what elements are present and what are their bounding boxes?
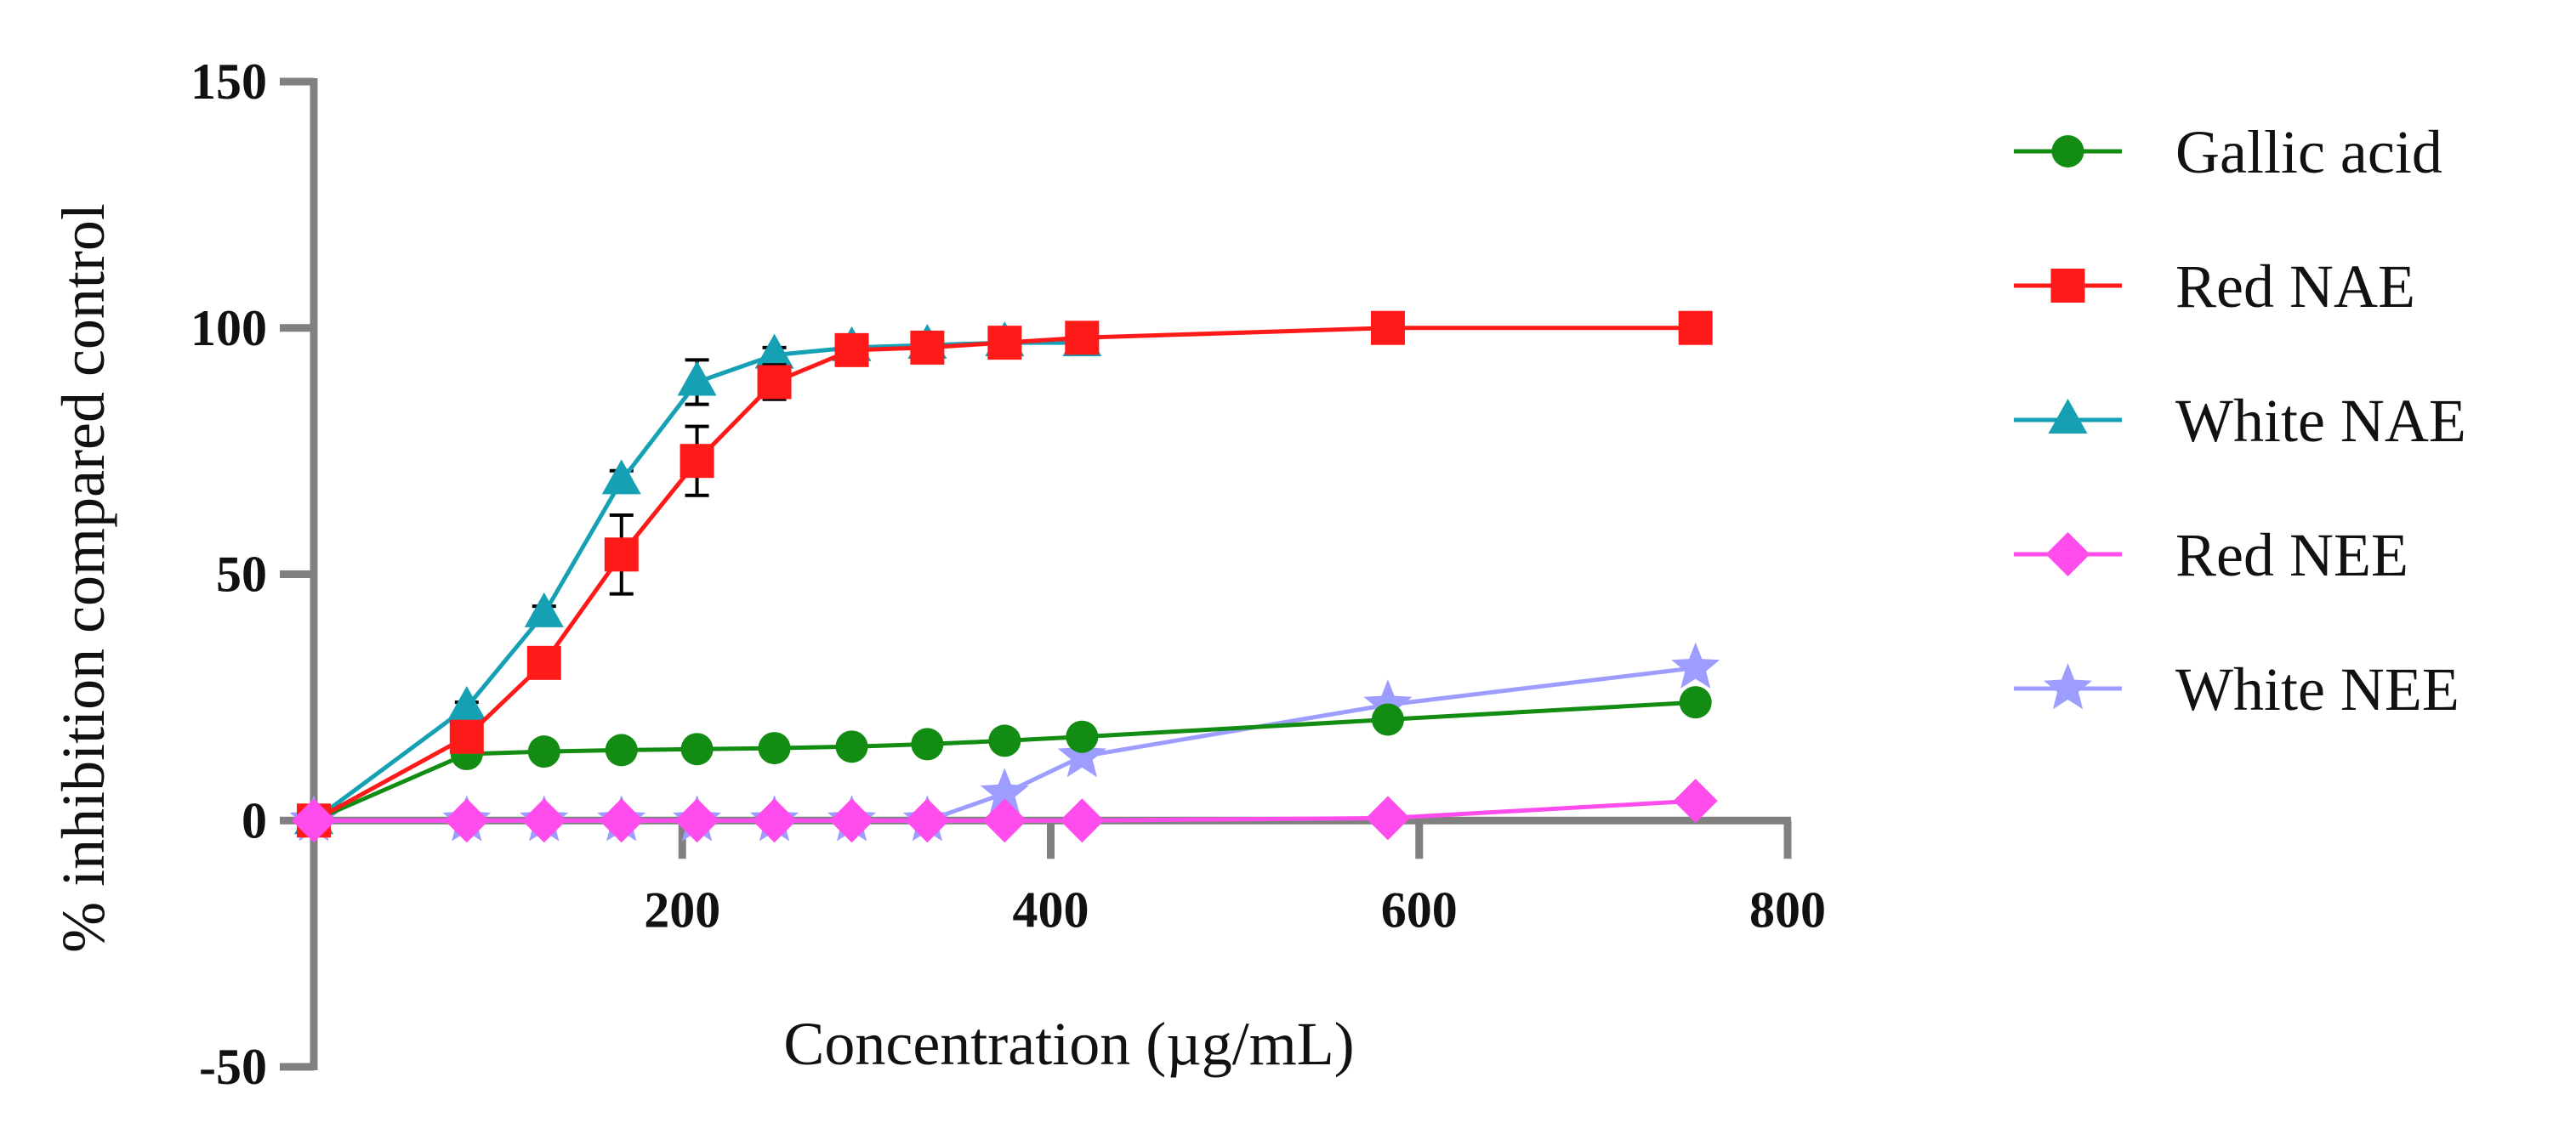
data-point — [680, 444, 714, 479]
data-point — [604, 537, 639, 572]
legend-label: White NEE — [2175, 655, 2459, 723]
data-point — [835, 730, 868, 763]
y-tick-label: -50 — [199, 1039, 267, 1095]
data-point — [1065, 320, 1100, 355]
data-point — [980, 768, 1029, 814]
y-axis-title: % inhibition compared control — [49, 203, 117, 953]
data-point — [752, 798, 797, 843]
x-tick-label: 600 — [1381, 882, 1458, 938]
legend-item-red-nae: Red NAE — [2014, 252, 2415, 320]
data-point — [1679, 686, 1712, 719]
data-point — [449, 719, 484, 754]
data-point — [674, 798, 719, 843]
legend-label: Red NAE — [2175, 252, 2415, 320]
data-point — [1673, 779, 1718, 824]
x-tick-label: 800 — [1749, 882, 1826, 938]
x-axis-title: Concentration (µg/mL) — [783, 1010, 1354, 1078]
y-tick-label: 0 — [242, 792, 267, 848]
data-point — [987, 326, 1022, 360]
data-point — [757, 365, 792, 400]
data-point — [911, 728, 944, 761]
legend-marker — [2051, 135, 2084, 167]
legend-label: Gallic acid — [2175, 118, 2442, 186]
data-point — [446, 685, 486, 721]
legend-item-red-nee: Red NEE — [2014, 521, 2408, 589]
data-point — [754, 333, 794, 369]
legend-label: White NAE — [2175, 387, 2466, 455]
x-tick-label: 400 — [1013, 882, 1089, 938]
data-point — [1678, 310, 1713, 345]
x-tick-label: 200 — [644, 882, 720, 938]
legend-marker — [2050, 269, 2085, 303]
data-point — [1066, 720, 1099, 753]
data-point — [1363, 679, 1413, 726]
data-point — [526, 645, 561, 680]
data-point — [1060, 798, 1105, 843]
data-point — [444, 798, 489, 843]
data-point — [1671, 642, 1720, 689]
data-point — [521, 798, 566, 843]
y-tick-label: 150 — [190, 54, 267, 110]
y-tick-label: 100 — [190, 300, 267, 356]
legend-label: Red NEE — [2175, 521, 2408, 589]
data-point — [758, 732, 791, 765]
data-point — [910, 330, 945, 365]
legend-item-white-nee: White NEE — [2014, 655, 2459, 723]
legend-marker — [2045, 532, 2090, 576]
y-tick-label: 50 — [216, 547, 267, 603]
legend-marker — [2044, 663, 2092, 710]
legend-item-gallic-acid: Gallic acid — [2014, 118, 2442, 186]
data-point — [829, 798, 874, 843]
data-point — [1370, 310, 1405, 345]
data-point — [292, 798, 336, 843]
data-point — [905, 798, 950, 843]
data-point — [982, 798, 1027, 843]
data-point — [599, 798, 644, 843]
data-point — [1057, 730, 1106, 778]
data-point — [680, 733, 714, 766]
data-point — [605, 734, 638, 767]
data-point — [1365, 796, 1410, 841]
data-point — [527, 735, 560, 768]
legend-marker — [2048, 399, 2088, 434]
data-point — [677, 360, 717, 396]
legend-item-white-nae: White NAE — [2014, 387, 2466, 455]
data-point — [524, 592, 564, 627]
data-point — [834, 332, 869, 367]
data-point — [988, 724, 1021, 757]
data-point — [601, 459, 641, 495]
legend: Gallic acid Red NAE White NAE Red NEE White … — [2014, 118, 2466, 723]
series-red-nee — [292, 779, 1718, 843]
data-point — [1371, 703, 1404, 736]
series-red-nae — [297, 310, 1713, 838]
